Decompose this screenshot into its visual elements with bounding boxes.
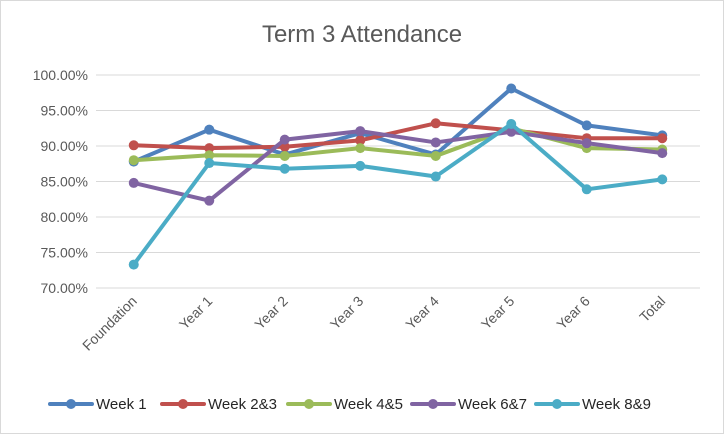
x-tick-label: Foundation [79, 293, 140, 354]
legend-item: Week 4&5 [286, 396, 403, 413]
y-axis-ticks: 70.00% 75.00% 80.00% 85.00% 90.00% 95.00% 100.… [33, 67, 88, 296]
data-point [204, 195, 215, 206]
data-point [430, 118, 441, 129]
data-point [581, 184, 592, 195]
x-tick-label: Year 5 [478, 293, 518, 333]
gridlines [96, 74, 700, 289]
y-tick-label: 75.00% [41, 245, 88, 261]
series-line [131, 86, 665, 164]
data-point [279, 150, 290, 161]
data-point [430, 137, 441, 148]
data-point [506, 118, 517, 129]
data-point [204, 158, 215, 169]
chart-title: Term 3 Attendance [262, 21, 462, 48]
data-point [657, 148, 668, 159]
series-line [131, 126, 665, 163]
legend: Week 1 Week 2&3 Week 4&5 Week 6&7 Week 8&9 [48, 396, 651, 413]
series-line [131, 121, 665, 267]
data-point [657, 174, 668, 185]
data-point [430, 171, 441, 182]
data-point [355, 160, 366, 171]
series-line [131, 129, 665, 203]
legend-marker [178, 399, 188, 409]
y-tick-label: 70.00% [41, 280, 88, 296]
x-tick-label: Year 4 [402, 293, 442, 333]
data-point [128, 259, 139, 270]
legend-label: Week 1 [96, 396, 147, 413]
data-point [581, 120, 592, 131]
data-point [657, 133, 668, 144]
data-point [506, 126, 517, 137]
data-point [355, 126, 366, 137]
x-tick-label: Year 6 [553, 293, 593, 333]
x-axis-ticks: Foundation Year 1 Year 2 Year 3 Year 4 Year 5… [79, 293, 668, 354]
series-lines [128, 83, 668, 270]
legend-label: Week 8&9 [582, 396, 651, 413]
data-point [204, 143, 215, 154]
data-point [279, 141, 290, 152]
legend-marker [552, 399, 562, 409]
legend-item: Week 8&9 [534, 396, 651, 413]
legend-marker [428, 399, 438, 409]
legend-item: Week 1 [48, 396, 147, 413]
data-point [128, 140, 139, 151]
y-tick-label: 80.00% [41, 209, 88, 225]
x-tick-label: Year 2 [251, 293, 291, 333]
y-tick-label: 100.00% [33, 67, 88, 83]
legend-label: Week 6&7 [458, 396, 527, 413]
y-tick-label: 95.00% [41, 103, 88, 119]
series-line [131, 121, 665, 151]
data-point [128, 177, 139, 188]
legend-item: Week 6&7 [410, 396, 527, 413]
x-tick-label: Year 3 [327, 293, 367, 333]
data-point [581, 138, 592, 149]
data-point [204, 124, 215, 135]
data-point [430, 150, 441, 161]
series-week-6-7 [128, 126, 668, 206]
data-point [355, 143, 366, 154]
x-tick-label: Total [636, 293, 668, 325]
legend-marker [304, 399, 314, 409]
data-point [128, 155, 139, 166]
legend-label: Week 4&5 [334, 396, 403, 413]
legend-marker [66, 399, 76, 409]
series-week-8-9 [128, 118, 668, 270]
y-tick-label: 85.00% [41, 174, 88, 190]
data-point [355, 135, 366, 146]
data-point [506, 83, 517, 94]
data-point [204, 150, 215, 161]
legend-label: Week 2&3 [208, 396, 277, 413]
legend-item: Week 2&3 [160, 396, 277, 413]
data-point [279, 163, 290, 174]
x-tick-label: Year 1 [176, 293, 216, 333]
y-tick-label: 90.00% [41, 138, 88, 154]
data-point [279, 134, 290, 145]
